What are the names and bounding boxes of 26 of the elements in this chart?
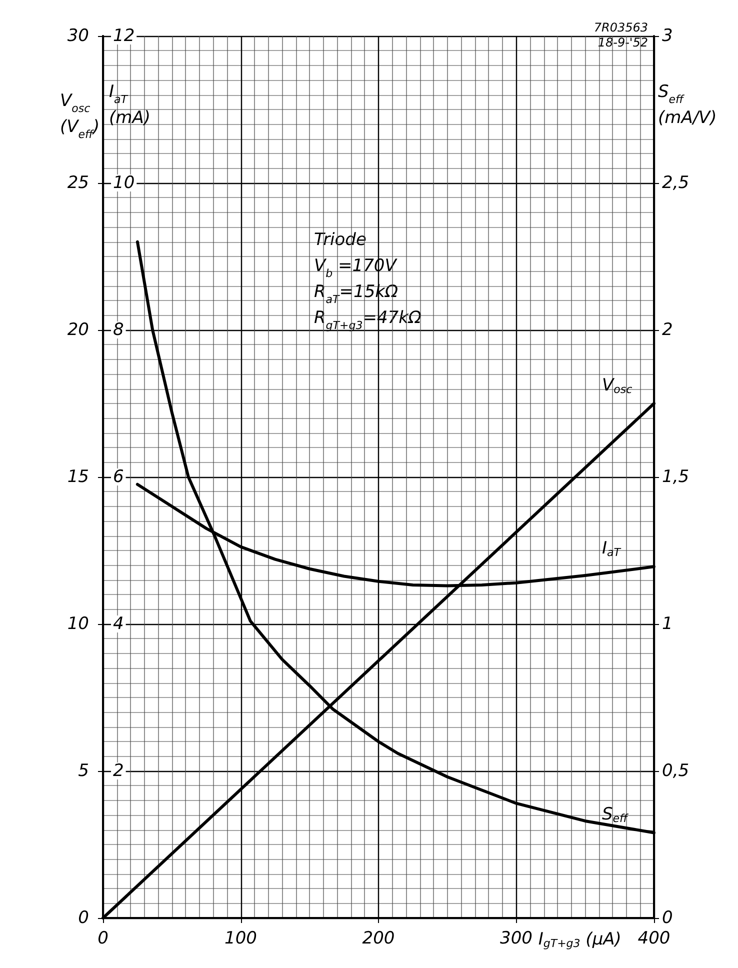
y2-tick-label: 4 bbox=[113, 614, 124, 634]
x-tick-label: 200 bbox=[362, 928, 395, 948]
y-tick-label: 30 bbox=[67, 26, 89, 46]
y-tick-label: 20 bbox=[67, 320, 89, 340]
y2-tick-label: 10 bbox=[113, 173, 135, 193]
y2-tick-label: 12 bbox=[113, 26, 135, 46]
y3-tick-label: 2,5 bbox=[662, 173, 690, 193]
y3-tick-label: 3 bbox=[662, 26, 673, 46]
x-tick-label: 0 bbox=[98, 928, 108, 948]
y3-tick-label: 2 bbox=[662, 320, 673, 340]
y2-tick-label: 6 bbox=[113, 467, 124, 487]
y3-tick-label: 0 bbox=[662, 908, 673, 928]
y-tick-label: 15 bbox=[67, 467, 89, 487]
x-tick-label: 300 bbox=[500, 928, 532, 948]
y-tick-label: 10 bbox=[67, 614, 89, 634]
y-tick-label: 0 bbox=[78, 908, 89, 928]
x-tick-label: 400 bbox=[638, 928, 670, 948]
y2-tick-label: 2 bbox=[113, 761, 124, 781]
y3-tick-label: 1,5 bbox=[662, 467, 690, 487]
y-tick-label: 5 bbox=[78, 761, 89, 781]
y3-tick-label: 0,5 bbox=[662, 761, 690, 781]
y2-tick-label: 8 bbox=[113, 320, 124, 340]
y-tick-label: 25 bbox=[67, 173, 89, 193]
y3-tick-label: 1 bbox=[662, 614, 673, 634]
x-tick-label: 100 bbox=[224, 928, 257, 948]
annotation: 7R03563 18-9-'52 bbox=[594, 20, 648, 50]
